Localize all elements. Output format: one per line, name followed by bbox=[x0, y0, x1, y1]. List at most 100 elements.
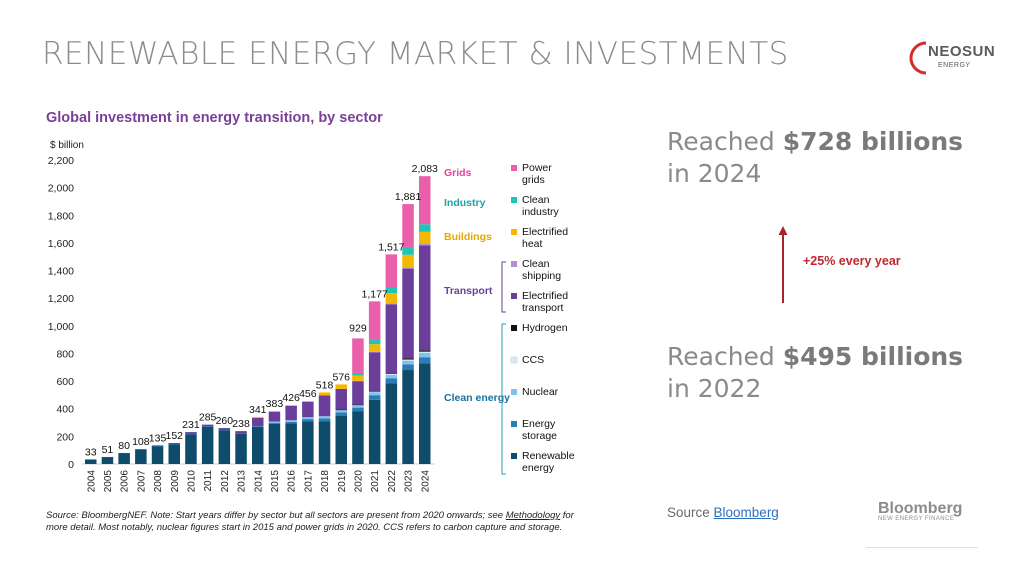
bar-segment bbox=[101, 456, 114, 458]
bar-segment bbox=[385, 374, 398, 379]
bar-segment bbox=[185, 434, 197, 464]
legend-label: heat bbox=[522, 238, 543, 250]
bar-total-label: 341 bbox=[249, 404, 267, 416]
bar-segment bbox=[151, 446, 164, 447]
bar-segment bbox=[285, 421, 297, 424]
bar-segment bbox=[218, 430, 231, 464]
bar-segment bbox=[368, 340, 381, 345]
growth-rate-label: +25% every year bbox=[803, 254, 901, 268]
legend-swatch bbox=[511, 165, 517, 171]
bar-segment bbox=[235, 431, 247, 434]
bloomberg-link[interactable]: Bloomberg bbox=[713, 505, 779, 520]
bar-total-label: 1,881 bbox=[395, 191, 421, 203]
x-tick-label: 2022 bbox=[387, 470, 398, 493]
legend-swatch bbox=[510, 356, 518, 364]
bar-segment bbox=[352, 338, 364, 373]
x-tick-label: 2012 bbox=[220, 470, 231, 493]
legend-swatch bbox=[511, 293, 517, 299]
bar-segment bbox=[168, 443, 180, 445]
y-tick-label: 1,600 bbox=[48, 238, 74, 250]
bar-segment bbox=[218, 430, 231, 431]
group-label: Clean energy bbox=[444, 392, 510, 404]
bar-segment bbox=[402, 254, 414, 268]
transport-bracket bbox=[501, 261, 506, 313]
legend-label: Clean bbox=[522, 194, 550, 206]
x-tick-label: 2008 bbox=[153, 470, 164, 493]
y-tick-label: 1,000 bbox=[48, 321, 74, 333]
note-prefix: Source: BloombergNEF. Note: Start years … bbox=[46, 510, 506, 521]
bar-segment bbox=[368, 391, 381, 392]
bar-segment bbox=[335, 409, 347, 411]
logo-ring-icon bbox=[909, 41, 927, 75]
bar-segment bbox=[352, 407, 364, 412]
bar-segment bbox=[419, 245, 431, 351]
x-tick-label: 2011 bbox=[203, 470, 214, 492]
bar-segment bbox=[368, 392, 381, 396]
bar-segment bbox=[402, 360, 414, 365]
slide-title: RENEWABLE ENERGY MARKET & INVESTMENTS bbox=[42, 36, 789, 72]
bar-total-label: 2,083 bbox=[412, 163, 438, 175]
x-tick-label: 2006 bbox=[120, 470, 131, 493]
legend-swatch bbox=[511, 197, 517, 203]
x-tick-label: 2005 bbox=[103, 470, 114, 493]
bar-segment bbox=[352, 372, 364, 376]
bar-segment bbox=[268, 423, 281, 464]
bar-segment bbox=[135, 449, 147, 450]
group-label: Grids bbox=[444, 167, 472, 179]
clean-energy-bracket bbox=[501, 323, 506, 475]
legend-label: Energy bbox=[522, 418, 556, 430]
stat-2022-year: in 2022 bbox=[667, 374, 762, 403]
bar-segment bbox=[318, 395, 331, 417]
bar-segment bbox=[385, 287, 398, 294]
bar-segment bbox=[135, 449, 147, 464]
y-tick-label: 1,400 bbox=[48, 266, 74, 278]
legend-label: energy bbox=[522, 462, 555, 474]
bar-segment bbox=[318, 421, 331, 464]
bar-segment bbox=[268, 411, 281, 412]
bar-segment bbox=[419, 224, 431, 232]
bar-total-label: 1,517 bbox=[378, 241, 404, 253]
bar-segment bbox=[302, 417, 314, 420]
bar-segment bbox=[385, 293, 398, 304]
bar-segment bbox=[285, 405, 297, 421]
bar-segment bbox=[368, 395, 381, 400]
legend-label: grids bbox=[522, 174, 545, 186]
legend-swatch bbox=[511, 389, 517, 395]
bar-total-label: 285 bbox=[199, 412, 217, 424]
x-tick-label: 2010 bbox=[186, 470, 197, 493]
x-tick-label: 2013 bbox=[237, 470, 248, 493]
legend-label: industry bbox=[522, 206, 560, 218]
bar-total-label: 1,177 bbox=[362, 288, 388, 300]
bar-segment bbox=[168, 442, 180, 444]
bnef-logo-subtitle: NEW ENERGY FINANCE bbox=[878, 516, 955, 522]
bar-total-label: 456 bbox=[299, 388, 317, 400]
bar-total-label: 576 bbox=[332, 371, 350, 383]
methodology-link[interactable]: Methodology bbox=[505, 510, 561, 521]
bar-segment bbox=[352, 380, 364, 382]
bar-segment bbox=[252, 426, 264, 464]
bar-segment bbox=[368, 399, 381, 464]
bar-segment bbox=[419, 350, 431, 352]
bar-segment bbox=[385, 304, 398, 374]
bar-segment bbox=[402, 364, 414, 371]
bar-segment bbox=[302, 421, 314, 464]
investment-chart: $ billion 0 200 400 600 800 1,000 1,200 1,400 1,… bbox=[48, 140, 575, 493]
x-tick-label: 2024 bbox=[420, 470, 431, 493]
stat-2022: Reached $495 billions in 2022 bbox=[667, 341, 963, 405]
bnef-logo: Bloomberg NEW ENERGY FINANCE bbox=[878, 500, 962, 522]
bar-segment bbox=[368, 352, 381, 392]
bar-segment bbox=[268, 422, 281, 424]
bar-total-label: 383 bbox=[266, 398, 284, 410]
bar-total-label: 231 bbox=[182, 419, 200, 431]
x-tick-label: 2021 bbox=[370, 470, 381, 493]
bar-segment bbox=[352, 405, 364, 408]
legend-swatch bbox=[511, 421, 517, 427]
bar-segment bbox=[201, 426, 214, 464]
chart-title: Global investment in energy transition, … bbox=[46, 110, 383, 126]
stat-2022-value: $495 billions bbox=[782, 342, 964, 371]
bar-segment bbox=[252, 416, 264, 418]
bar-segment bbox=[302, 400, 314, 402]
bnef-logo-name: Bloomberg bbox=[878, 500, 963, 517]
x-tick-label: 2018 bbox=[320, 470, 331, 493]
source-label: Source bbox=[667, 505, 714, 520]
